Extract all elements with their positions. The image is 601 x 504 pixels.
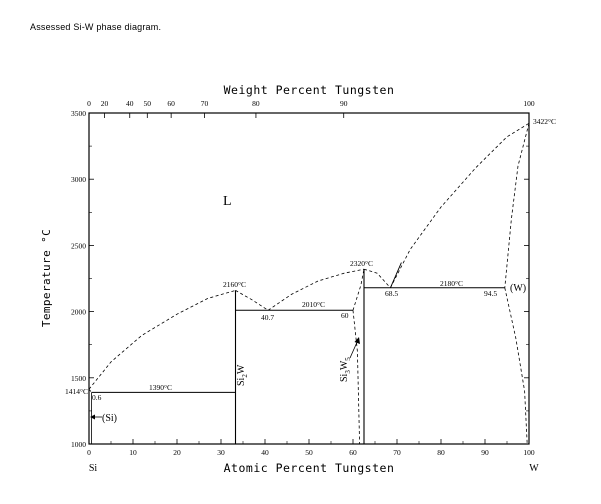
eutectic-mid-temp: 2010°C bbox=[302, 300, 325, 309]
liquidus-si2w-right bbox=[235, 290, 269, 311]
y-tick-label: 3500 bbox=[71, 109, 86, 118]
si-phase-label: (Si) bbox=[102, 413, 117, 424]
bottom-tick-label: 60 bbox=[349, 448, 357, 457]
si-phase-arrow bbox=[90, 414, 102, 420]
si-melt-annotation: 1414°C bbox=[65, 387, 88, 396]
top-tick-label: 90 bbox=[340, 99, 348, 108]
top-axis-title: Weight Percent Tungsten bbox=[224, 83, 395, 97]
bottom-tick-label: 100 bbox=[523, 448, 535, 457]
bottom-tick-label: 50 bbox=[305, 448, 313, 457]
eutectic-mid-left-comp: 40.7 bbox=[261, 313, 274, 322]
bottom-tick-label: 80 bbox=[437, 448, 445, 457]
si3w5-sub2: 5 bbox=[344, 357, 352, 361]
liquidus-si3w5-right bbox=[363, 268, 391, 289]
si3w5-melt-temp: 2320°C bbox=[350, 259, 373, 268]
eutectic-w-temp: 2180°C bbox=[440, 279, 463, 288]
top-tick-label: 20 bbox=[101, 99, 109, 108]
top-tick-label: 70 bbox=[201, 99, 209, 108]
liquidus-w-solid-start bbox=[389, 262, 402, 288]
bottom-tick-label: 0 bbox=[87, 448, 91, 457]
top-axis-ticks: 0 20 40 50 60 70 80 90 100 bbox=[87, 99, 535, 118]
eutectic-w-right-comp: 94.5 bbox=[484, 289, 497, 298]
svg-text:Si2W: Si2W bbox=[236, 364, 249, 386]
eutectic-mid-right-comp: 60 bbox=[341, 311, 349, 320]
bottom-axis-title: Atomic Percent Tungsten bbox=[224, 461, 395, 475]
y-tick-label: 3000 bbox=[71, 175, 86, 184]
si2w-sub: 2 bbox=[241, 374, 249, 378]
si3w5-w: W bbox=[339, 360, 350, 370]
si2w-label: Si2W bbox=[236, 364, 249, 386]
bottom-tick-label: 70 bbox=[393, 448, 401, 457]
top-tick-label: 40 bbox=[126, 99, 134, 108]
y-tick-label: 2500 bbox=[71, 241, 86, 250]
si3w5-arrow bbox=[349, 337, 360, 359]
si2w-w: W bbox=[236, 364, 247, 374]
bottom-axis-ticks: 0 10 20 30 40 50 60 70 80 90 100 bbox=[87, 439, 535, 457]
top-tick-label: 100 bbox=[523, 99, 535, 108]
si3w5-base: Si bbox=[339, 373, 350, 382]
si3w5-lower-left bbox=[352, 310, 360, 445]
bottom-tick-label: 30 bbox=[217, 448, 225, 457]
y-tick-label: 1500 bbox=[71, 374, 86, 383]
left-element-label: Si bbox=[89, 463, 98, 474]
y-tick-label: 2000 bbox=[71, 308, 86, 317]
figure-caption: Assessed Si-W phase diagram. bbox=[30, 22, 162, 32]
w-phase-label: (W) bbox=[510, 283, 526, 294]
top-tick-label: 0 bbox=[87, 99, 91, 108]
liquidus-w bbox=[390, 122, 530, 288]
si2w-base: Si bbox=[236, 377, 247, 386]
left-axis-title: Temperature °C bbox=[40, 229, 53, 327]
si2w-melt-temp: 2160°C bbox=[223, 280, 246, 289]
bottom-tick-label: 20 bbox=[173, 448, 181, 457]
y-tick-label: 1000 bbox=[71, 440, 86, 449]
y-axis-ticks: 1000 1500 2000 2500 3000 3500 bbox=[71, 109, 529, 449]
top-tick-label: 60 bbox=[167, 99, 175, 108]
eutectic-w-left-comp: 68.5 bbox=[385, 289, 398, 298]
si3w5-sub1: 3 bbox=[344, 370, 352, 374]
eutectic-si-comp: 0.6 bbox=[92, 393, 102, 402]
si-solidus bbox=[88, 388, 92, 393]
si3w5-left-boundary bbox=[352, 269, 365, 311]
bottom-tick-label: 10 bbox=[129, 448, 137, 457]
top-tick-label: 80 bbox=[252, 99, 260, 108]
eutectic-si-temp: 1390°C bbox=[149, 383, 172, 392]
liquidus-si-si2w bbox=[88, 290, 236, 390]
w-melt-annotation: 3422°C bbox=[533, 117, 556, 126]
solvus-w bbox=[504, 287, 528, 445]
liquid-label: L bbox=[223, 194, 232, 209]
liquidus-si3w5-left bbox=[267, 268, 365, 311]
solidus-w bbox=[504, 123, 530, 288]
svg-text:Si3W5: Si3W5 bbox=[339, 357, 352, 382]
bottom-tick-label: 40 bbox=[261, 448, 269, 457]
phase-boundaries bbox=[88, 122, 530, 445]
top-tick-label: 50 bbox=[144, 99, 152, 108]
right-element-label: W bbox=[529, 463, 539, 474]
bottom-tick-label: 90 bbox=[481, 448, 489, 457]
si3w5-label: Si3W5 bbox=[339, 357, 352, 382]
